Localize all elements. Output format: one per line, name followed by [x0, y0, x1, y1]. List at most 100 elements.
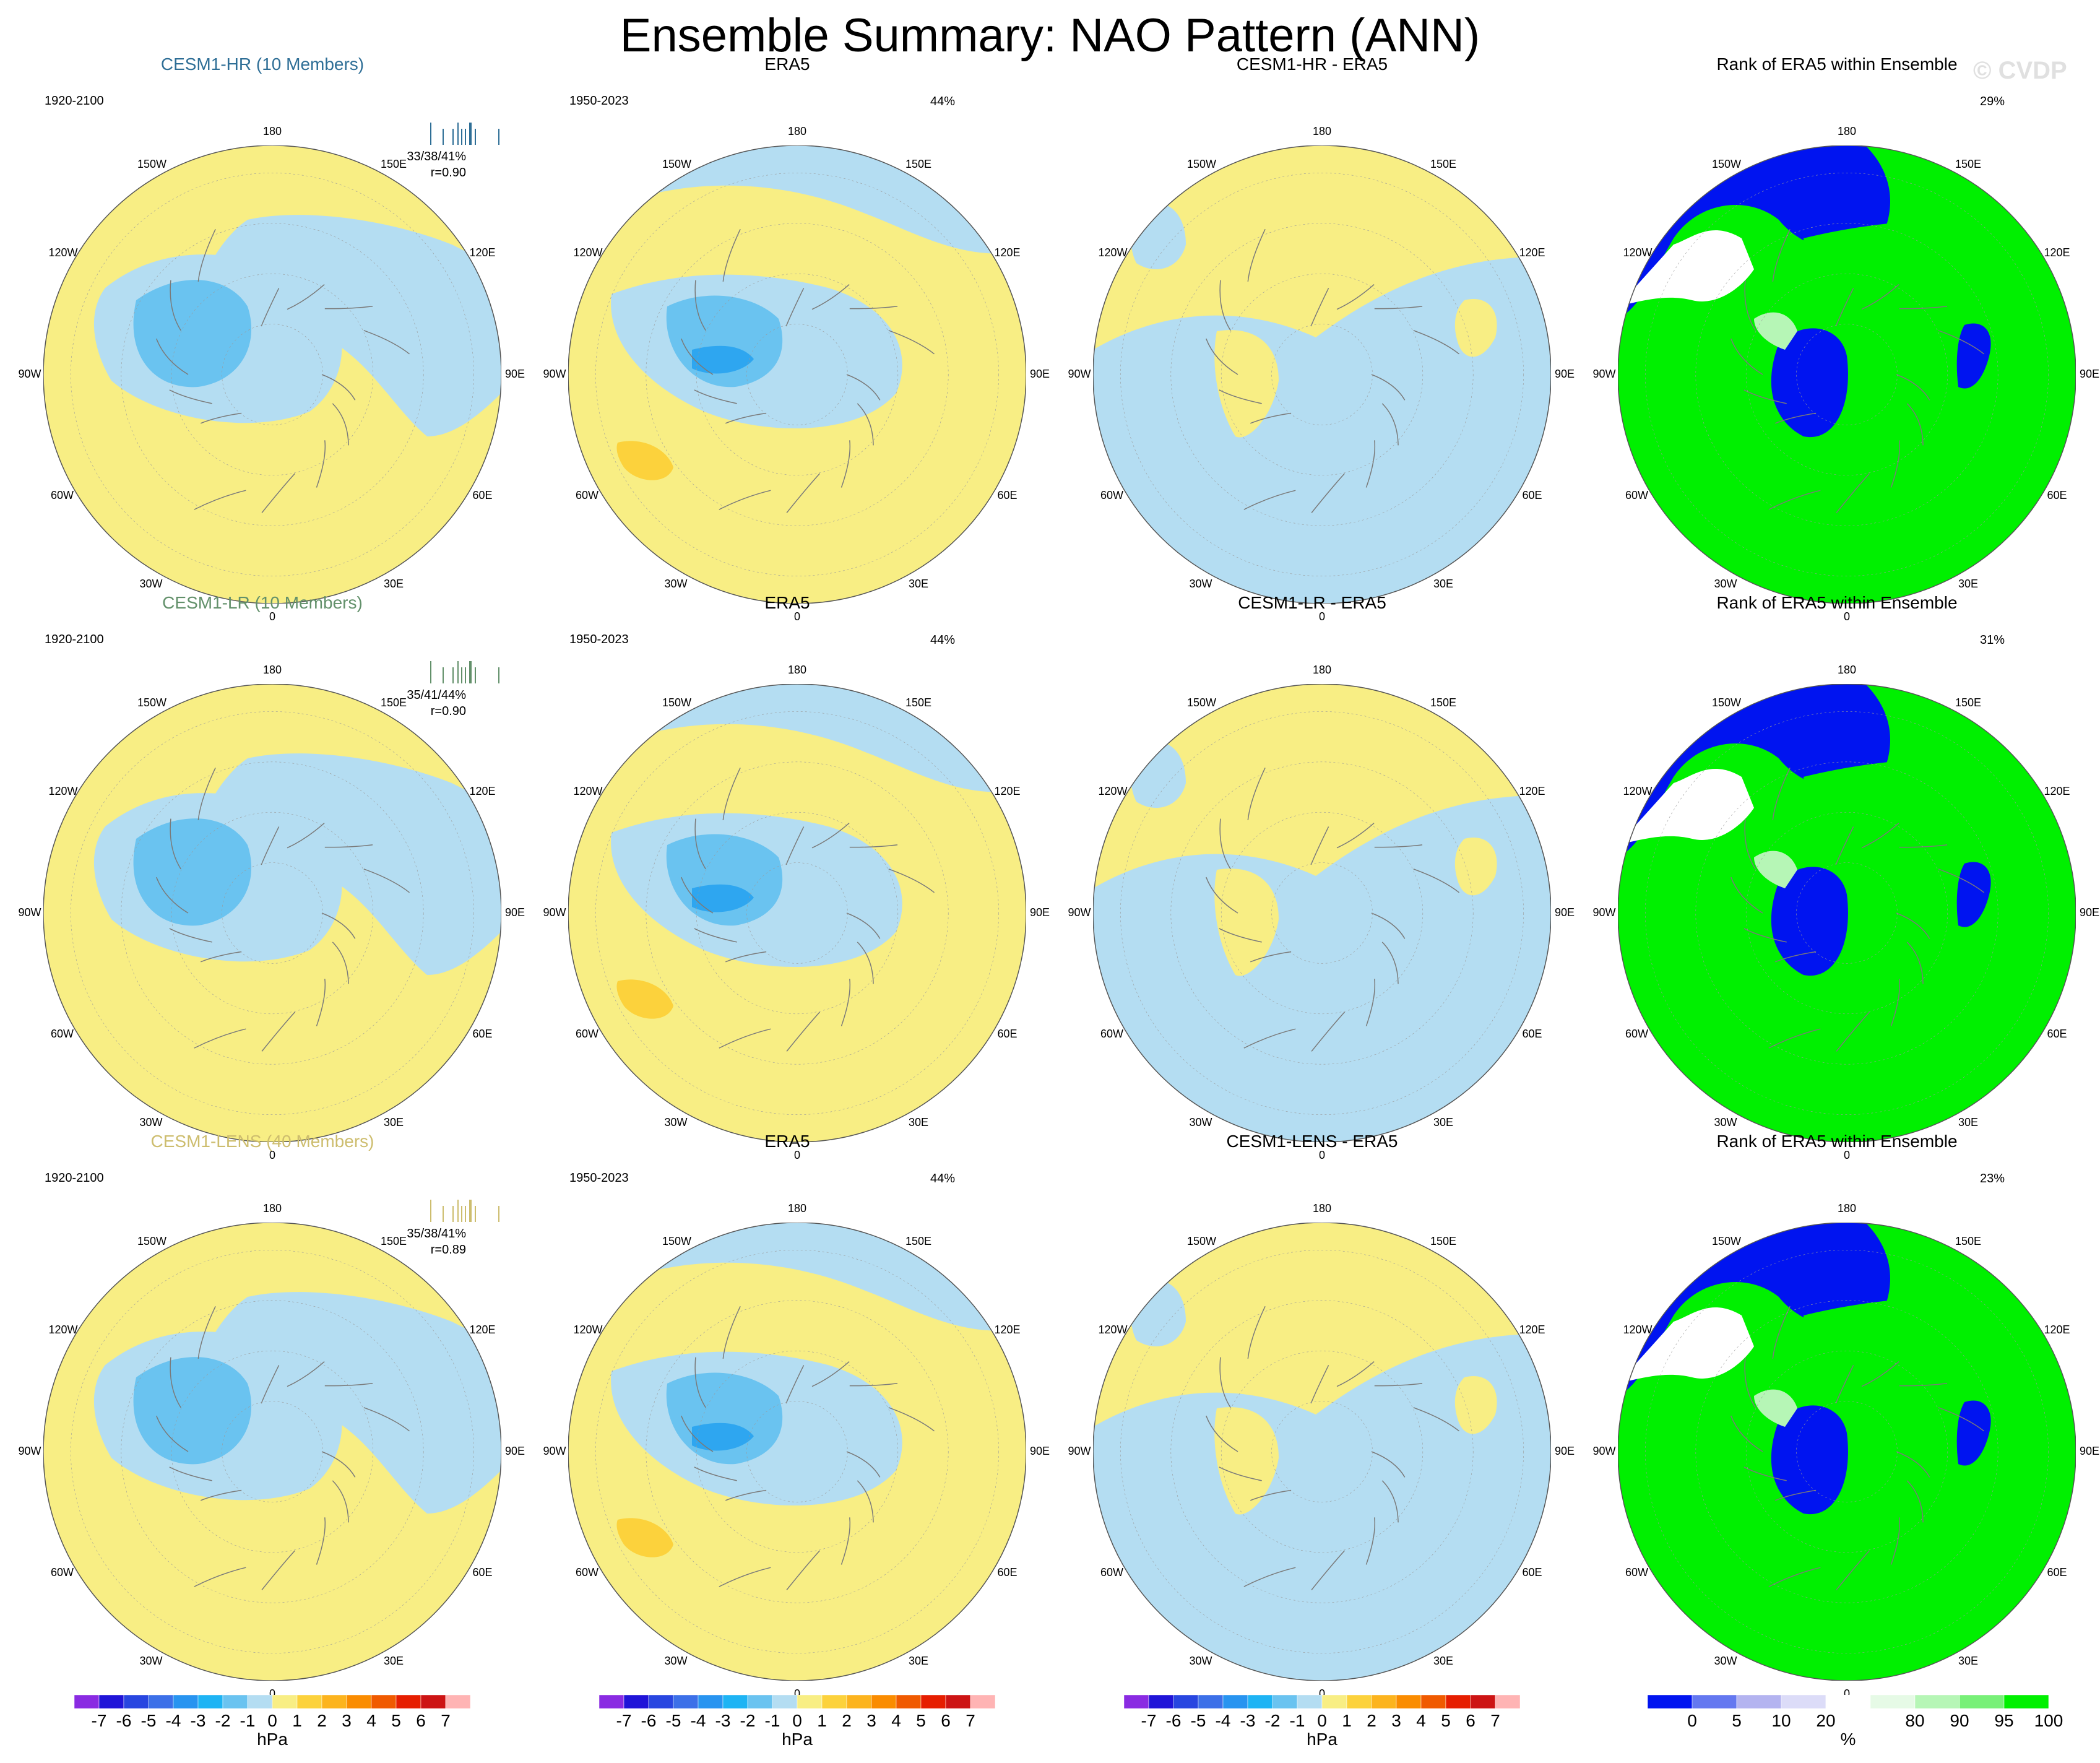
colorbar-tick-label: -1	[1289, 1711, 1305, 1730]
variance-and-correlation: 35/41/44% r=0.90	[407, 687, 466, 719]
colorbar-tick-label: -5	[665, 1711, 681, 1730]
coastline	[156, 877, 189, 914]
coastline	[725, 412, 767, 424]
coastline	[1744, 389, 1787, 404]
coastline	[1250, 412, 1292, 424]
lon-label-se: 30E	[908, 1655, 929, 1668]
colorbar-tick-label: -2	[740, 1711, 756, 1730]
lon-label-wnw: 120W	[1098, 785, 1128, 797]
lon-label-e: 90E	[2079, 1445, 2100, 1457]
coastline	[1310, 288, 1329, 327]
coastline	[170, 280, 181, 331]
polar-map	[43, 145, 501, 604]
coastline	[332, 403, 349, 446]
colorbar-swatch	[296, 1694, 322, 1709]
latitude-ring	[171, 812, 374, 1015]
lon-label-wnw: 120W	[573, 246, 603, 259]
colorbar-tick-label: 1	[817, 1711, 827, 1730]
panel-title: CESM1-LENS (40 Members)	[150, 1132, 374, 1151]
coastline	[1896, 374, 1930, 401]
colorbar-tick-label: 3	[1391, 1711, 1401, 1730]
lon-label-ese: 60E	[997, 489, 1018, 501]
lon-label-ese: 60E	[2047, 1566, 2067, 1579]
lon-label-se: 30E	[1958, 578, 1979, 591]
polar-map	[43, 684, 501, 1142]
latitude-ring	[121, 223, 424, 526]
colorbar-tick-label: -3	[1240, 1711, 1256, 1730]
field-contour	[1093, 257, 1551, 604]
colorbar-unit: hPa	[257, 1730, 288, 1749]
lon-label-n: 180	[262, 1202, 282, 1215]
lon-label-ene: 120E	[469, 785, 496, 797]
lon-label-w: 90W	[543, 1445, 566, 1457]
coastline	[846, 1451, 881, 1478]
colorbar-swatch	[846, 1694, 872, 1709]
lon-label-w: 90W	[18, 368, 41, 380]
coastline	[1836, 1011, 1870, 1052]
lon-label-w: 90W	[1068, 906, 1091, 919]
coastline	[1336, 284, 1375, 310]
latitude-ring	[1170, 1300, 1474, 1603]
field-contour	[1454, 299, 1497, 357]
lon-label-wnw: 120W	[1098, 246, 1128, 259]
panel-title: ERA5	[764, 593, 810, 612]
lon-label-wnw: 120W	[1623, 785, 1653, 797]
latitude-ring	[1796, 1401, 1898, 1502]
coastline	[1310, 1365, 1329, 1404]
lon-label-ese: 60E	[1522, 489, 1542, 501]
panel-title: ERA5	[764, 1132, 810, 1151]
colorbar-swatch	[1445, 1694, 1471, 1709]
field-contour	[1454, 1376, 1497, 1434]
lon-label-sw: 30W	[664, 578, 688, 591]
lon-label-wnw: 120W	[1098, 1323, 1128, 1336]
latitude-ring	[646, 223, 949, 526]
coastline	[1836, 1550, 1870, 1590]
year-range: 1950-2023	[569, 1171, 629, 1185]
lon-label-nw: 150W	[1187, 157, 1217, 170]
colorbar-swatch	[1247, 1694, 1273, 1709]
explained-variance-range: 35/41/44%	[407, 688, 466, 702]
colorbar-tick-label: -2	[1264, 1711, 1281, 1730]
colorbar-tick-label: 20	[1816, 1711, 1836, 1730]
lon-label-sw: 30W	[1189, 1116, 1212, 1129]
coastline	[1899, 1382, 1948, 1387]
colorbar-tick-label: -5	[140, 1711, 157, 1730]
lon-label-ese: 60E	[1522, 1028, 1542, 1040]
lon-label-sw: 30W	[139, 578, 163, 591]
coastline	[1311, 473, 1346, 513]
year-range: 1950-2023	[569, 633, 629, 646]
lon-label-w: 90W	[543, 906, 566, 919]
colorbar-swatch	[673, 1694, 699, 1709]
latitude-ring	[1221, 1350, 1424, 1553]
coastline	[857, 942, 874, 984]
colorbar-swatch	[148, 1694, 174, 1709]
latitude-ring	[646, 1300, 949, 1603]
colorbar-tick-label: -4	[690, 1711, 706, 1730]
lon-label-wsw: 60W	[1100, 1028, 1124, 1040]
coastline	[1413, 869, 1459, 893]
colorbar-tick-label: 100	[2034, 1711, 2063, 1730]
lon-label-sw: 30W	[139, 1116, 163, 1129]
field-contour	[1956, 1400, 1991, 1466]
latitude-ring	[595, 711, 999, 1115]
member-tick-strip	[430, 123, 499, 145]
latitude-ring	[222, 1401, 323, 1502]
colorbar-tick-label: 5	[916, 1711, 926, 1730]
lon-label-ne: 150E	[1955, 1234, 1982, 1247]
lon-label-n: 180	[1312, 125, 1332, 137]
coastline	[200, 951, 242, 963]
lon-label-sw: 30W	[1714, 1655, 1737, 1668]
colorbar-swatch	[272, 1694, 298, 1709]
latitude-ring	[1745, 812, 1948, 1015]
lon-label-s: 0	[793, 1149, 800, 1161]
lon-label-e: 90E	[504, 906, 525, 919]
colorbar-swatch	[1420, 1694, 1446, 1709]
lon-label-e: 90E	[2079, 906, 2100, 919]
coastline	[785, 826, 805, 865]
coastline	[681, 877, 714, 914]
colorbar-tick-label: -4	[1215, 1711, 1231, 1730]
colorbar-swatch	[74, 1694, 100, 1709]
colorbar-tick-label: 4	[891, 1711, 901, 1730]
lon-label-wnw: 120W	[48, 246, 78, 259]
lon-label-ese: 60E	[1522, 1566, 1542, 1579]
